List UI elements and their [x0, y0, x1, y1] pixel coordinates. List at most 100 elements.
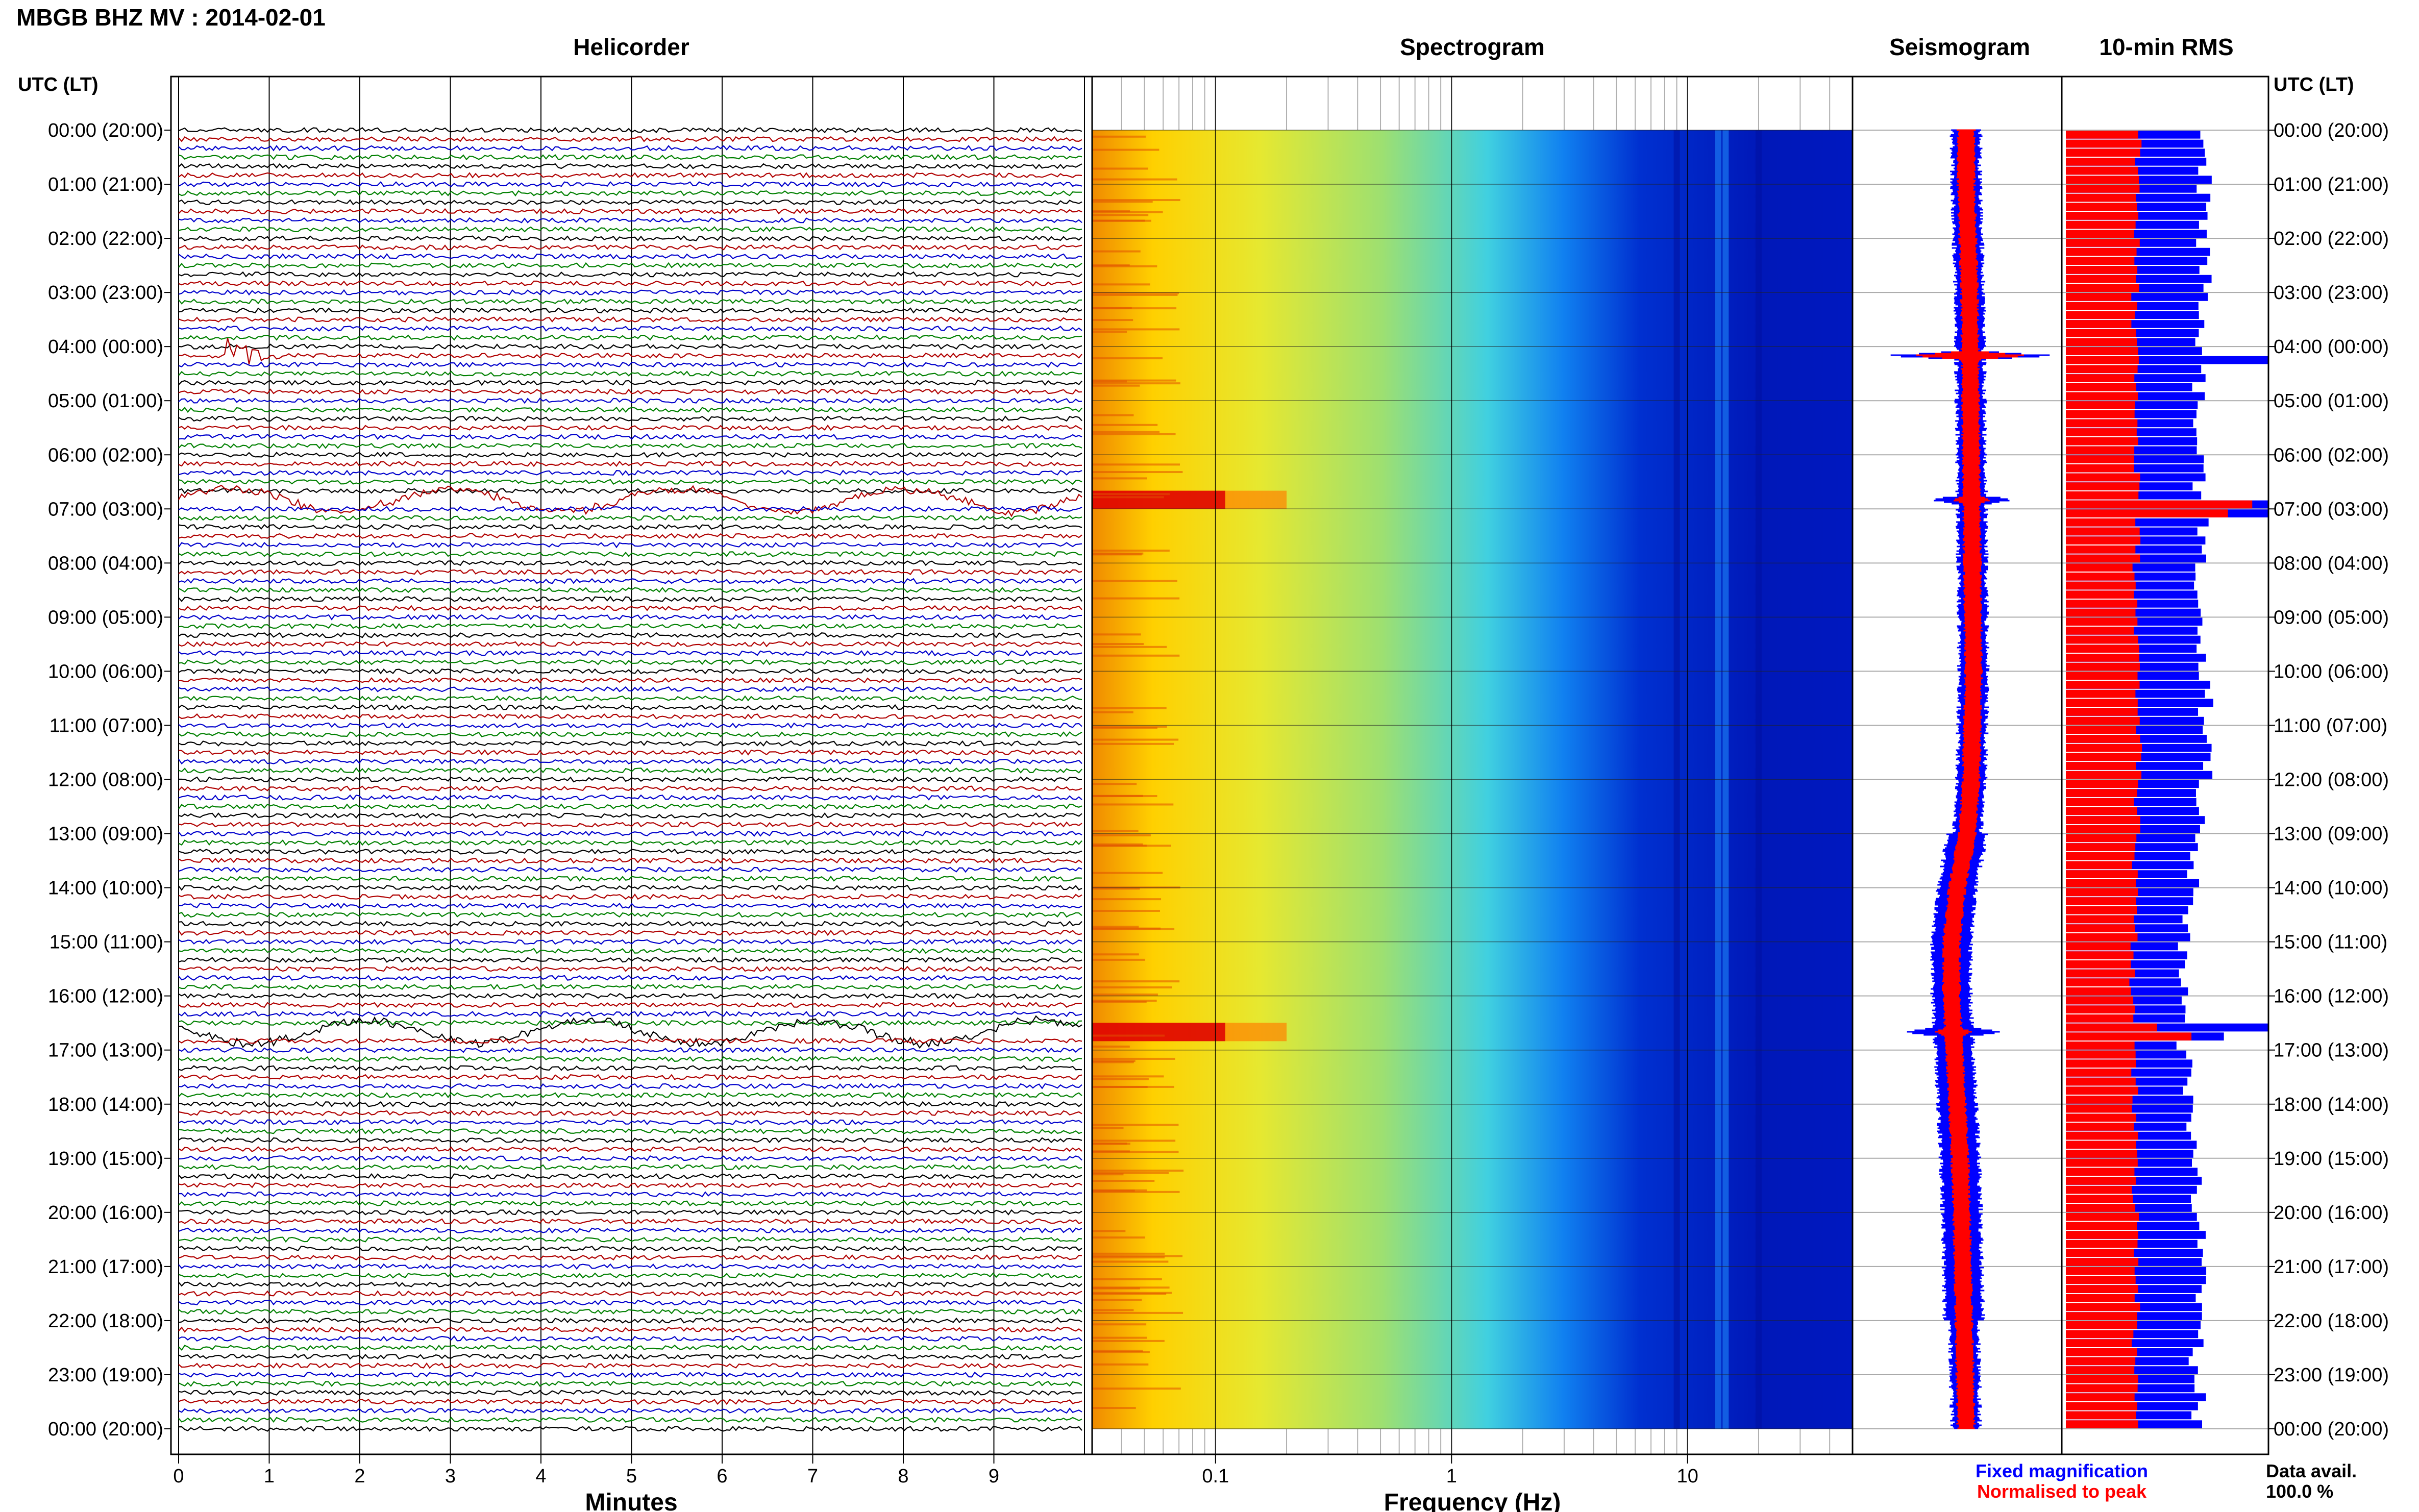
frequency-tick-label: 10: [1677, 1466, 1698, 1487]
spectrogram-row-texture: [1092, 328, 1180, 331]
minute-tick-label: 6: [717, 1466, 727, 1487]
helicorder-trace: [178, 930, 1082, 936]
utc-axis-title-right: UTC (LT): [2274, 74, 2354, 95]
spectrogram-row-texture: [1092, 843, 1143, 846]
spectrogram-row-texture: [1092, 1287, 1140, 1290]
rms-normalised-bar: [2066, 536, 2141, 544]
helicorder-trace: [178, 1110, 1082, 1117]
rms-normalised-bar: [2066, 581, 2136, 590]
helicorder-trace: [178, 244, 1082, 251]
spectrogram-row-texture: [1092, 1172, 1169, 1174]
rms-normalised-bar: [2066, 374, 2135, 382]
rms-normalised-bar: [2066, 960, 2131, 969]
spectrogram-row-texture: [1092, 1191, 1180, 1193]
rms-normalised-bar: [2066, 1411, 2136, 1420]
helicorder-trace: [178, 379, 1082, 386]
time-label: 03:00 (23:00): [48, 282, 163, 304]
spectrogram-row-texture: [1092, 1407, 1136, 1409]
helicorder-trace: [178, 551, 1082, 557]
helicorder-trace: [178, 181, 1082, 188]
spectrogram-row-texture: [1092, 379, 1176, 382]
spectrogram-row-texture: [1092, 1001, 1147, 1003]
rms-normalised-bar: [2066, 320, 2132, 328]
time-label: 12:00 (08:00): [2274, 770, 2389, 791]
helicorder-trace: [178, 1164, 1082, 1171]
spectrogram-row-texture: [1092, 283, 1150, 286]
helicorder-trace: [178, 839, 1082, 846]
helicorder-trace: [178, 1155, 1082, 1161]
spectrogram-row-texture: [1092, 958, 1145, 961]
rms-normalised-bar: [2066, 1339, 2132, 1347]
helicorder-trace: [178, 641, 1082, 648]
spectrogram-row-texture: [1092, 986, 1172, 988]
rms-normalised-bar: [2066, 1384, 2138, 1393]
helicorder-trace: [178, 767, 1082, 774]
rms-normalised-bar: [2066, 212, 2139, 220]
helicorder-trace: [178, 1015, 1082, 1049]
spectrogram-row-texture: [1092, 1151, 1179, 1153]
helicorder-trace: [178, 424, 1082, 431]
rms-normalised-bar: [2066, 726, 2136, 734]
helicorder-trace: [178, 740, 1082, 747]
rms-normalised-bar: [2066, 1185, 2132, 1194]
helicorder-trace: [178, 541, 1082, 549]
rms-normalised-bar: [2066, 861, 2132, 870]
rms-normalised-bar: [2066, 148, 2140, 157]
rms-normalised-bar: [2066, 1131, 2138, 1140]
helicorder-trace: [178, 1272, 1082, 1279]
seismogram-traces: [1890, 129, 2050, 1429]
utc-axis-title-left: UTC (LT): [18, 74, 98, 95]
helicorder-trace: [178, 875, 1082, 882]
rms-normalised-bar: [2066, 843, 2136, 851]
rms-normalised-bar: [2066, 1231, 2138, 1239]
spectrogram-row-texture: [1092, 803, 1174, 806]
helicorder-trace: [178, 163, 1082, 169]
rms-normalised-bar: [2066, 1357, 2136, 1366]
helicorder-trace: [178, 704, 1082, 711]
spectrogram-row-texture: [1092, 633, 1141, 636]
spectrogram-row-texture: [1092, 553, 1142, 556]
spectrogram-row-texture: [1092, 265, 1157, 267]
rms-normalised-bar: [2066, 158, 2135, 166]
helicorder-trace: [178, 1353, 1082, 1360]
rms-normalised-bar: [2066, 509, 2228, 517]
helicorder-trace: [178, 1128, 1082, 1134]
spectrogram-row-texture: [1092, 845, 1147, 847]
rms-normalised-bar: [2066, 1249, 2134, 1257]
rms-normalised-bar: [2066, 969, 2135, 978]
rms-normalised-bar: [2066, 554, 2140, 563]
rms-normalised-bar: [2066, 1303, 2140, 1311]
helicorder-trace: [178, 560, 1082, 566]
rms-normalised-bar: [2066, 1069, 2132, 1077]
rms-normalised-bar: [2066, 924, 2135, 932]
helicorder-trace: [178, 1065, 1082, 1072]
helicorder-trace: [178, 722, 1082, 729]
helicorder-trace: [178, 370, 1082, 377]
spectrogram-row-texture: [1092, 135, 1146, 138]
helicorder-trace: [178, 1417, 1082, 1423]
helicorder-trace: [178, 857, 1082, 864]
helicorder-trace: [178, 1254, 1082, 1261]
helicorder-trace: [178, 262, 1082, 268]
helicorder-trace: [178, 145, 1082, 152]
helicorder-trace: [178, 1335, 1082, 1342]
helicorder-trace: [178, 253, 1082, 260]
helicorder-trace: [178, 307, 1082, 314]
time-label: 21:00 (17:00): [2274, 1256, 2389, 1278]
rms-normalised-bar: [2066, 879, 2136, 887]
rms-normalised-bar: [2066, 771, 2142, 779]
helicorder-trace: [178, 695, 1082, 702]
time-label: 16:00 (12:00): [2274, 986, 2389, 1007]
time-label: 07:00 (03:00): [48, 499, 163, 520]
rms-normalised-bar: [2066, 816, 2140, 824]
rms-normalised-bar: [2066, 527, 2140, 536]
helicorder-trace: [178, 1326, 1082, 1333]
rms-normalised-bar: [2066, 888, 2138, 897]
time-label: 05:00 (01:00): [48, 390, 163, 412]
rms-normalised-bar: [2066, 419, 2138, 428]
helicorder-traces: [178, 127, 1082, 1432]
rms-normalised-bar: [2066, 1086, 2138, 1095]
helicorder-trace: [178, 1020, 1082, 1026]
helicorder-trace: [178, 911, 1082, 918]
helicorder-trace: [178, 569, 1082, 576]
